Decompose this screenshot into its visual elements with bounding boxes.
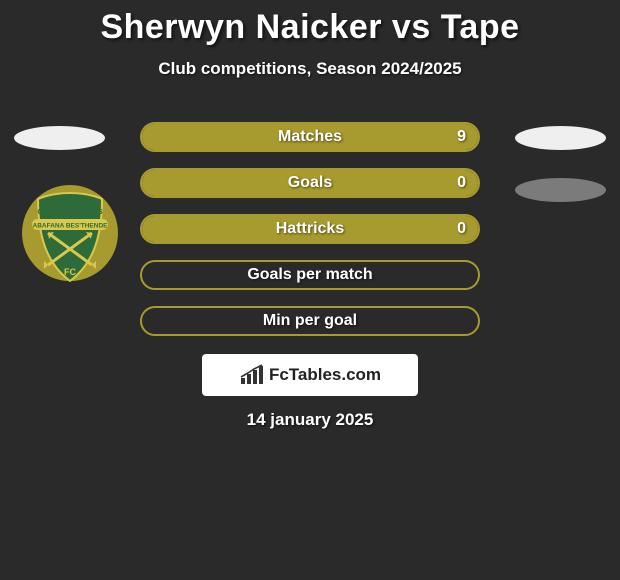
player-right-avatar-2 <box>515 178 606 202</box>
bar-chart-icon <box>239 364 265 386</box>
stat-row: Goals per match <box>140 260 480 290</box>
club-banner-text: ABAFANA BES'THENDE <box>33 223 109 230</box>
stat-label: Hattricks <box>276 220 344 238</box>
player-left-avatar <box>14 126 105 150</box>
club-shield-icon: LAMONTVILLE GOLDEN ARROWS ABAFANA BES'TH… <box>20 185 120 285</box>
club-logo: LAMONTVILLE GOLDEN ARROWS ABAFANA BES'TH… <box>20 185 120 285</box>
stat-value: 9 <box>457 128 466 146</box>
club-mid-text: GOLDEN ARROWS <box>37 207 102 216</box>
player-right-avatar-1 <box>515 126 606 150</box>
footer-brand-text: FcTables.com <box>269 365 381 385</box>
page-title: Sherwyn Naicker vs Tape <box>0 0 620 47</box>
stat-row: Hattricks 0 <box>140 214 480 244</box>
stat-value: 0 <box>457 174 466 192</box>
stat-label: Goals per match <box>247 266 372 284</box>
stat-value: 0 <box>457 220 466 238</box>
stat-row: Goals 0 <box>140 168 480 198</box>
page-date: 14 january 2025 <box>0 410 620 430</box>
stat-label: Goals <box>288 174 332 192</box>
stat-row: Matches 9 <box>140 122 480 152</box>
stat-row: Min per goal <box>140 306 480 336</box>
club-top-text: LAMONTVILLE <box>45 200 95 207</box>
stat-label: Min per goal <box>263 312 357 330</box>
stat-label: Matches <box>278 128 342 146</box>
club-fc-text: FC <box>64 267 76 277</box>
stats-container: Matches 9 Goals 0 Hattricks 0 Goals per match M… <box>140 122 480 352</box>
page-subtitle: Club competitions, Season 2024/2025 <box>0 59 620 79</box>
footer-brand: FcTables.com <box>202 354 418 396</box>
